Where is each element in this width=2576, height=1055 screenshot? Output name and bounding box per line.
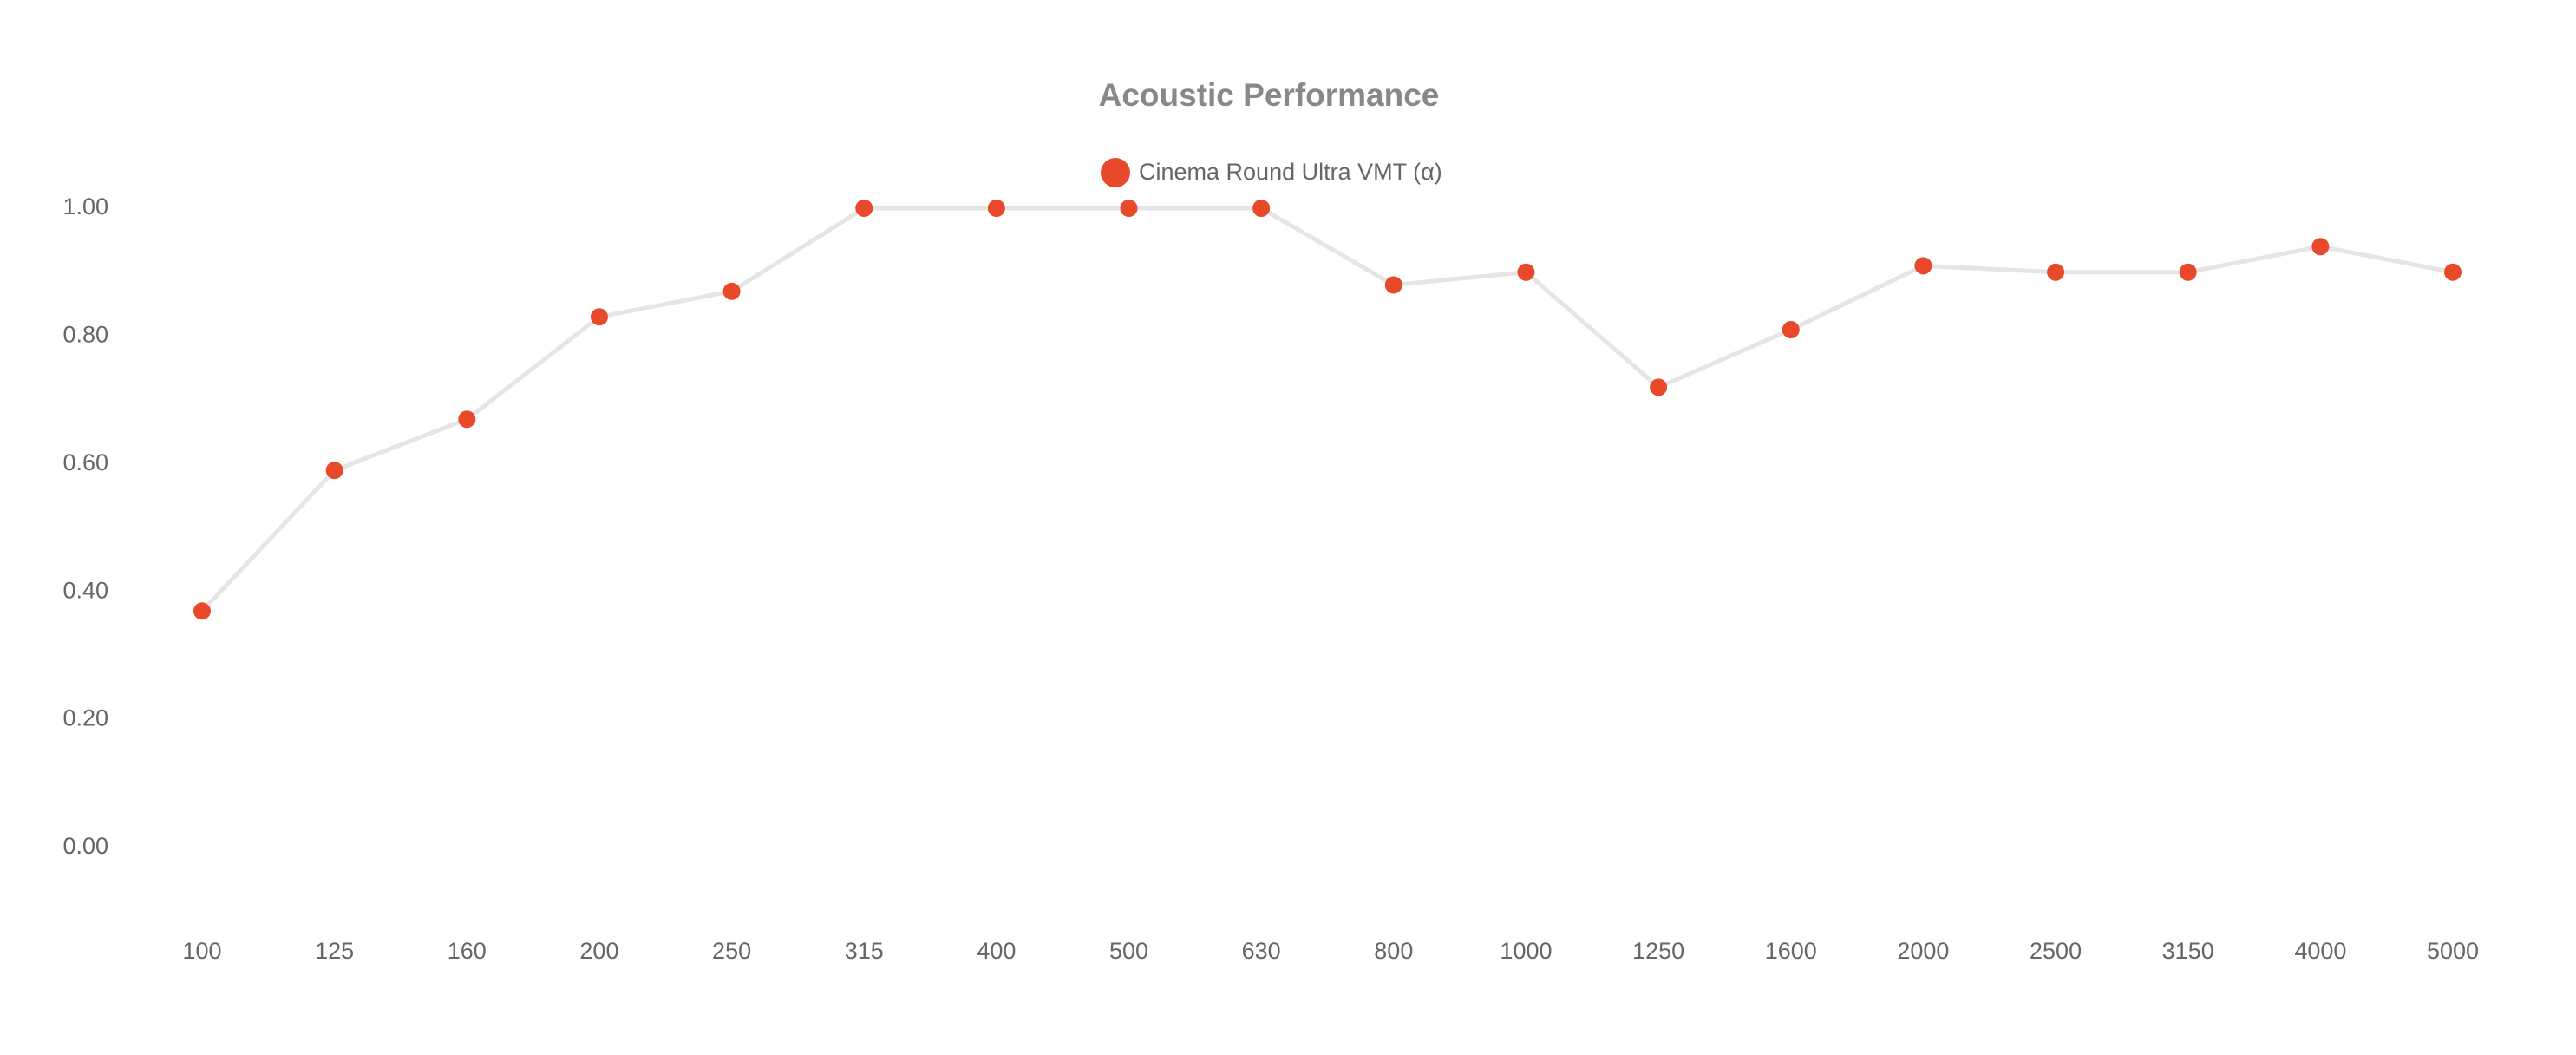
x-tick-label: 125 bbox=[315, 938, 354, 964]
series-line bbox=[200, 206, 2454, 613]
data-point bbox=[2179, 263, 2197, 281]
x-tick-label: 315 bbox=[845, 938, 884, 964]
data-point bbox=[722, 282, 741, 300]
data-point bbox=[987, 200, 1005, 217]
x-tick-label: 400 bbox=[977, 938, 1016, 964]
x-tick-label: 800 bbox=[1374, 938, 1413, 964]
data-point bbox=[1782, 321, 1800, 339]
x-tick-label: 5000 bbox=[2427, 938, 2479, 964]
data-point bbox=[855, 200, 873, 217]
data-point bbox=[1517, 263, 1535, 281]
x-tick-label: 630 bbox=[1242, 938, 1281, 964]
legend-label: Cinema Round Ultra VMT (α) bbox=[1139, 159, 1442, 185]
data-point bbox=[325, 462, 343, 480]
legend-marker bbox=[1101, 158, 1130, 187]
data-point bbox=[1650, 378, 1668, 396]
data-point bbox=[1914, 257, 1932, 275]
y-tick-label: 0.20 bbox=[62, 705, 108, 731]
data-point bbox=[2311, 238, 2330, 256]
x-tick-label: 1600 bbox=[1765, 938, 1817, 964]
x-tick-label: 4000 bbox=[2294, 938, 2346, 964]
y-tick-label: 0.80 bbox=[62, 322, 108, 348]
chart-title: Acoustic Performance bbox=[1099, 77, 1440, 113]
data-point bbox=[458, 410, 476, 429]
y-tick-label: 1.00 bbox=[62, 193, 108, 220]
x-tick-label: 200 bbox=[579, 938, 618, 964]
x-tick-label: 500 bbox=[1109, 938, 1148, 964]
x-tick-label: 160 bbox=[448, 938, 487, 964]
x-tick-label: 100 bbox=[182, 938, 221, 964]
data-point bbox=[590, 308, 608, 326]
x-tick-label: 2500 bbox=[2030, 938, 2082, 964]
y-tick-label: 0.40 bbox=[62, 577, 108, 603]
data-point bbox=[2444, 263, 2462, 281]
data-point bbox=[1384, 276, 1402, 294]
data-point bbox=[193, 602, 211, 620]
x-tick-label: 2000 bbox=[1897, 938, 1949, 964]
x-tick-label: 250 bbox=[712, 938, 751, 964]
x-tick-label: 1000 bbox=[1500, 938, 1552, 964]
data-point bbox=[1120, 200, 1138, 217]
y-tick-label: 0.00 bbox=[62, 833, 108, 859]
data-point bbox=[1252, 200, 1271, 217]
data-point bbox=[2047, 263, 2065, 281]
x-tick-label: 1250 bbox=[1632, 938, 1684, 964]
y-tick-label: 0.60 bbox=[62, 449, 108, 475]
x-tick-label: 3150 bbox=[2162, 938, 2214, 964]
